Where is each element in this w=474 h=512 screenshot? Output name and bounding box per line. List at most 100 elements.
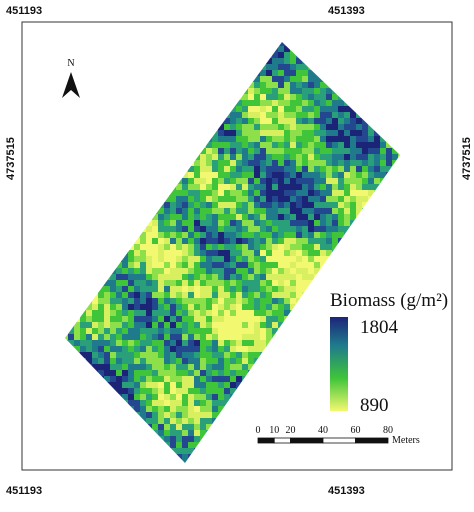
raster-cell	[158, 376, 164, 382]
raster-cell	[122, 292, 128, 298]
raster-cell	[110, 340, 116, 346]
raster-cell	[290, 124, 296, 130]
raster-cell	[266, 250, 272, 256]
raster-cell	[218, 166, 224, 172]
raster-cell	[314, 220, 320, 226]
raster-cell	[284, 112, 290, 118]
raster-cell	[296, 280, 302, 286]
raster-cell	[302, 82, 308, 88]
raster-cell	[68, 328, 74, 334]
raster-cell	[272, 310, 278, 316]
raster-cell	[266, 130, 272, 136]
raster-cell	[170, 280, 176, 286]
raster-cell	[260, 148, 266, 154]
raster-cell	[182, 268, 188, 274]
raster-cell	[188, 340, 194, 346]
raster-cell	[308, 178, 314, 184]
raster-cell	[296, 58, 302, 64]
raster-cell	[218, 184, 224, 190]
raster-cell	[320, 220, 326, 226]
raster-cell	[194, 388, 200, 394]
raster-cell	[332, 184, 338, 190]
raster-cell	[272, 184, 278, 190]
raster-cell	[356, 130, 362, 136]
raster-cell	[230, 196, 236, 202]
raster-cell	[296, 220, 302, 226]
raster-cell	[272, 298, 278, 304]
raster-cell	[242, 196, 248, 202]
raster-cell	[218, 208, 224, 214]
raster-cell	[158, 226, 164, 232]
raster-cell	[182, 412, 188, 418]
raster-cell	[230, 334, 236, 340]
raster-cell	[212, 382, 218, 388]
raster-cell	[164, 370, 170, 376]
raster-cell	[128, 322, 134, 328]
raster-cell	[266, 262, 272, 268]
raster-cell	[332, 160, 338, 166]
raster-cell	[206, 364, 212, 370]
raster-cell	[308, 202, 314, 208]
raster-cell	[272, 262, 278, 268]
raster-cell	[296, 190, 302, 196]
raster-cell	[266, 136, 272, 142]
raster-cell	[242, 190, 248, 196]
raster-cell	[248, 112, 254, 118]
raster-cell	[230, 124, 236, 130]
raster-cell	[320, 226, 326, 232]
raster-cell	[224, 292, 230, 298]
raster-cell	[212, 136, 218, 142]
raster-cell	[230, 364, 236, 370]
raster-cell	[164, 286, 170, 292]
raster-cell	[206, 400, 212, 406]
coord-label: 451193	[6, 5, 42, 17]
raster-cell	[254, 166, 260, 172]
raster-cell	[284, 148, 290, 154]
raster-cell	[242, 118, 248, 124]
raster-cell	[242, 130, 248, 136]
raster-cell	[128, 310, 134, 316]
raster-cell	[224, 334, 230, 340]
raster-cell	[164, 430, 170, 436]
raster-cell	[302, 130, 308, 136]
raster-cell	[182, 250, 188, 256]
raster-cell	[254, 76, 260, 82]
raster-cell	[98, 340, 104, 346]
raster-cell	[242, 256, 248, 262]
raster-cell	[242, 208, 248, 214]
raster-cell	[344, 172, 350, 178]
raster-cell	[230, 214, 236, 220]
raster-cell	[176, 388, 182, 394]
legend-title: Biomass (g/m²)	[330, 290, 448, 311]
raster-cell	[128, 388, 134, 394]
raster-cell	[308, 268, 314, 274]
raster-cell	[152, 256, 158, 262]
raster-cell	[284, 172, 290, 178]
scale-segment	[273, 437, 291, 444]
raster-cell	[212, 304, 218, 310]
raster-cell	[176, 364, 182, 370]
raster-cell	[182, 334, 188, 340]
raster-cell	[182, 328, 188, 334]
raster-cell	[146, 388, 152, 394]
raster-cell	[176, 328, 182, 334]
raster-cell	[266, 82, 272, 88]
raster-cell	[182, 292, 188, 298]
raster-cell	[296, 292, 302, 298]
raster-cell	[350, 136, 356, 142]
raster-cell	[140, 268, 146, 274]
raster-cell	[80, 334, 86, 340]
raster-cell	[254, 220, 260, 226]
raster-cell	[110, 316, 116, 322]
raster-cell	[338, 208, 344, 214]
raster-cell	[236, 172, 242, 178]
raster-cell	[110, 382, 116, 388]
raster-cell	[230, 388, 236, 394]
raster-cell	[260, 334, 266, 340]
raster-cell	[266, 184, 272, 190]
raster-cell	[200, 268, 206, 274]
raster-cell	[146, 328, 152, 334]
raster-cell	[344, 142, 350, 148]
raster-cell	[128, 346, 134, 352]
raster-cell	[302, 226, 308, 232]
